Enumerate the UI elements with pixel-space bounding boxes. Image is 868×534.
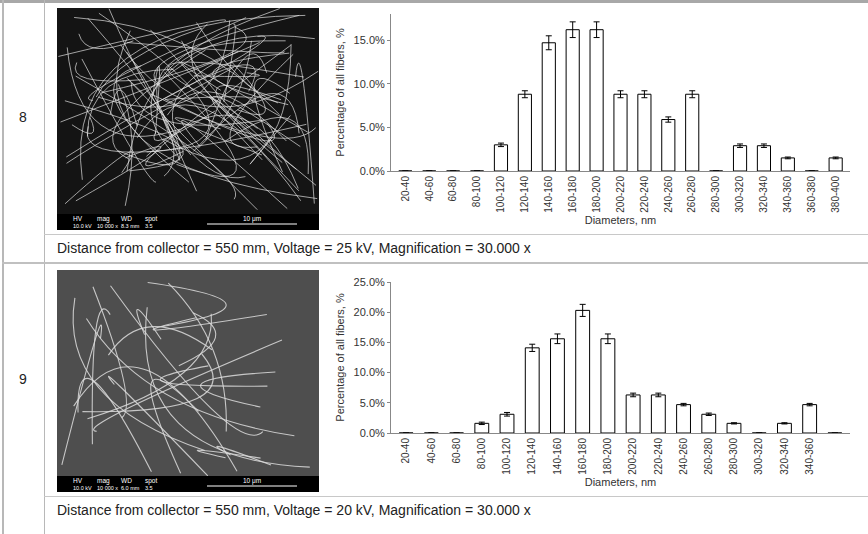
svg-text:25.0%: 25.0%	[354, 276, 385, 288]
svg-text:15.0%: 15.0%	[354, 336, 385, 348]
svg-text:280-300: 280-300	[728, 438, 739, 475]
svg-text:200-220: 200-220	[627, 438, 638, 475]
svg-text:120-140: 120-140	[526, 438, 537, 475]
svg-text:60-80: 60-80	[447, 176, 458, 202]
svg-text:180-200: 180-200	[591, 176, 602, 213]
html-text:9: 9	[19, 371, 27, 387]
svg-text:120-140: 120-140	[519, 176, 530, 213]
svg-text:WD: WD	[121, 215, 132, 222]
svg-text:0.0%: 0.0%	[360, 165, 385, 177]
svg-text:140-160: 140-160	[552, 438, 563, 475]
svg-text:220-240: 220-240	[653, 438, 664, 475]
svg-text:spot: spot	[145, 477, 157, 485]
svg-text:300-320: 300-320	[753, 438, 764, 475]
svg-text:mag: mag	[97, 215, 110, 223]
svg-text:HV: HV	[73, 215, 83, 222]
svg-text:spot: spot	[145, 215, 157, 223]
svg-text:340-360: 340-360	[782, 176, 793, 213]
svg-text:20.0%: 20.0%	[354, 306, 385, 318]
svg-text:10.0 kV: 10.0 kV	[73, 223, 92, 229]
svg-text:320-340: 320-340	[779, 438, 790, 475]
svg-text:10.0%: 10.0%	[354, 366, 385, 378]
svg-text:Percentage of all fibers, %: Percentage of all fibers, %	[334, 293, 346, 422]
svg-text:3.5: 3.5	[145, 485, 153, 491]
svg-text:320-340: 320-340	[758, 176, 769, 213]
svg-text:220-240: 220-240	[639, 176, 650, 213]
svg-text:3.5: 3.5	[145, 223, 153, 229]
svg-text:340-360: 340-360	[804, 438, 815, 475]
html-text:8: 8	[19, 109, 27, 125]
svg-text:5.0%: 5.0%	[360, 397, 385, 409]
svg-text:380-400: 380-400	[830, 176, 841, 213]
svg-text:HV: HV	[73, 477, 83, 484]
svg-text:15.0%: 15.0%	[354, 34, 385, 46]
svg-text:Diameters, nm: Diameters, nm	[585, 476, 657, 488]
svg-text:20-40: 20-40	[400, 438, 411, 464]
svg-text:280-300: 280-300	[710, 176, 721, 213]
svg-text:WD: WD	[121, 477, 132, 484]
svg-text:240-260: 240-260	[663, 176, 674, 213]
svg-text:80-100: 80-100	[471, 176, 482, 208]
html-text:Distance from collector = 550: Distance from collector = 550 mm, Voltag…	[57, 240, 531, 256]
svg-text:10.0 kV: 10.0 kV	[73, 485, 92, 491]
svg-text:10 μm: 10 μm	[243, 477, 261, 485]
svg-text:160-180: 160-180	[577, 438, 588, 475]
svg-text:100-120: 100-120	[495, 176, 506, 213]
svg-text:240-260: 240-260	[678, 438, 689, 475]
svg-text:8.3 mm: 8.3 mm	[121, 223, 140, 229]
svg-text:260-280: 260-280	[703, 438, 714, 475]
svg-text:mag: mag	[97, 477, 110, 485]
svg-text:5.0%: 5.0%	[360, 121, 385, 133]
svg-text:180-200: 180-200	[602, 438, 613, 475]
svg-text:40-60: 40-60	[426, 438, 437, 464]
svg-text:Percentage of all fibers, %: Percentage of all fibers, %	[334, 28, 346, 157]
svg-text:260-280: 260-280	[686, 176, 697, 213]
svg-text:60-80: 60-80	[451, 438, 462, 464]
svg-text:360-380: 360-380	[806, 176, 817, 213]
svg-text:Diameters, nm: Diameters, nm	[585, 214, 657, 226]
svg-text:200-220: 200-220	[615, 176, 626, 213]
svg-text:10 000 x: 10 000 x	[97, 485, 118, 491]
svg-text:40-60: 40-60	[424, 176, 435, 202]
svg-text:80-100: 80-100	[476, 438, 487, 470]
svg-text:300-320: 300-320	[734, 176, 745, 213]
svg-text:140-160: 140-160	[543, 176, 554, 213]
svg-text:100-120: 100-120	[501, 438, 512, 475]
svg-text:10.0%: 10.0%	[354, 78, 385, 90]
svg-text:6.0 mm: 6.0 mm	[121, 485, 140, 491]
svg-text:10 000 x: 10 000 x	[97, 223, 118, 229]
svg-text:10 μm: 10 μm	[243, 215, 261, 223]
svg-text:160-180: 160-180	[567, 176, 578, 213]
svg-text:20-40: 20-40	[400, 176, 411, 202]
html-text:Distance from collector = 550: Distance from collector = 550 mm, Voltag…	[57, 502, 531, 518]
svg-text:0.0%: 0.0%	[360, 427, 385, 439]
